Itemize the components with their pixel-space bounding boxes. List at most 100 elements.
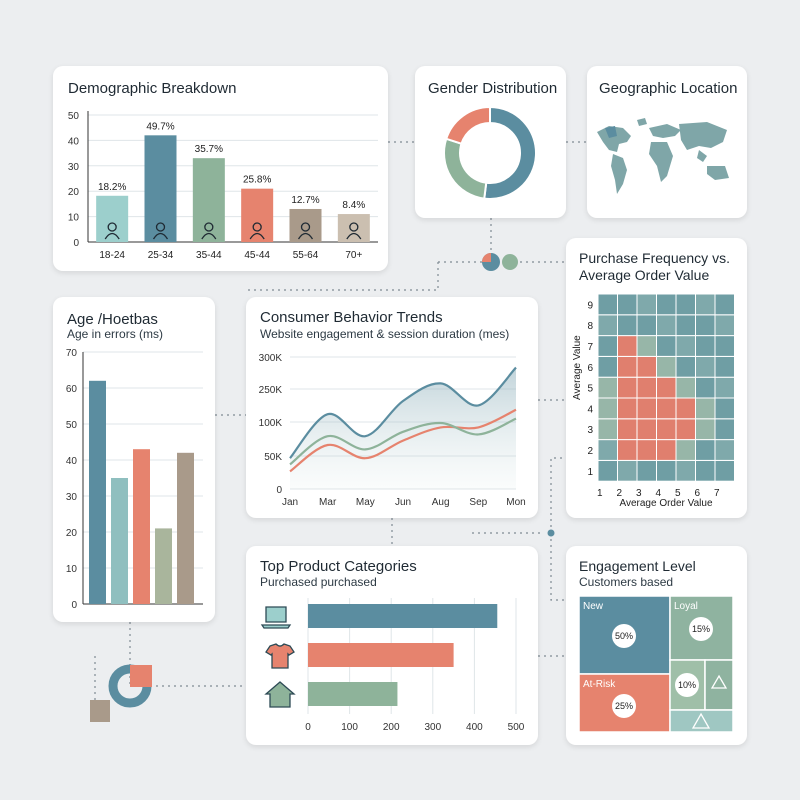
heatmap-cell: [617, 439, 638, 461]
y-tick-label: 1: [587, 467, 593, 478]
y-tick-label: 4: [587, 404, 593, 415]
heatmap-cell: [617, 376, 638, 399]
x-tick-label: Aug: [432, 497, 450, 508]
donut-slice: [483, 105, 538, 200]
heatmap-cell: [714, 335, 735, 357]
demographic-card: Demographic Breakdown 0 10 20 30 40 50 18.2% 18…: [53, 66, 388, 271]
bar: [308, 682, 398, 706]
x-tick-label: 25-34: [148, 250, 174, 261]
heatmap-cell: [636, 314, 657, 337]
x-tick-label: Mar: [319, 497, 337, 508]
segment-value: 15%: [692, 624, 710, 634]
x-axis-label: Average Order Value: [619, 498, 712, 509]
card-subtitle: Age in errors (ms): [67, 327, 164, 341]
heatmap-cell: [714, 314, 735, 337]
data-label: 25.8%: [243, 175, 271, 186]
treemap-block: [704, 659, 734, 711]
x-tick-label: 100: [341, 722, 358, 733]
card-title: Age /Hoetbas: [67, 311, 158, 328]
behavior-card: Consumer Behavior Trends Website engagem…: [246, 297, 538, 518]
heatmap-cell: [675, 376, 696, 399]
x-tick-label: 45-44: [244, 250, 270, 261]
heatmap-cell: [597, 397, 618, 420]
age-card: Age /Hoetbas Age in errors (ms) 0 10 20 30 4…: [53, 297, 215, 622]
series-line: [289, 417, 517, 466]
y-tick-label: 250K: [259, 385, 283, 396]
heatmap-cell: [617, 397, 638, 420]
products-bar-chart: 0 100 200 300 400 500: [260, 598, 525, 733]
data-label: 12.7%: [291, 195, 319, 206]
heatmap-cell: [675, 355, 696, 378]
x-tick-label: 6: [694, 488, 700, 499]
heatmap-cell: [695, 355, 716, 378]
x-tick-label: 3: [636, 488, 642, 499]
behavior-area-chart: 0 50K 100K 250K 300K Jan Mar May Jun Aug Sep Mon: [259, 353, 526, 508]
area-fill: [290, 367, 516, 489]
y-tick-label: 100K: [259, 418, 283, 429]
engagement-treemap: New 50% Loyal 15% At-Risk 25% 10%: [578, 595, 734, 733]
card-title: Consumer Behavior Trends: [260, 309, 443, 326]
bar: [308, 643, 454, 667]
heatmap-cell: [656, 439, 677, 461]
y-tick-label: 50: [66, 420, 78, 431]
heatmap-cell: [656, 335, 677, 357]
heatmap-cell: [714, 418, 735, 441]
y-tick-label: 0: [73, 238, 79, 249]
gender-card: Gender Distribution: [415, 66, 566, 218]
x-tick-label: 0: [305, 722, 311, 733]
x-tick-label: 400: [466, 722, 483, 733]
value-badge: [675, 673, 699, 697]
purchase-card: Purchase Frequency vs. Average Order Val…: [566, 238, 747, 518]
heatmap-cell: [656, 397, 677, 420]
y-tick-label: 20: [68, 187, 80, 198]
heatmap-cell: [675, 397, 696, 420]
heatmap-cell: [695, 335, 716, 357]
heatmap-cell: [636, 439, 657, 461]
heatmap-cell: [656, 355, 677, 378]
segment-label: New: [583, 601, 604, 612]
person-icon: [152, 222, 169, 240]
segment-label: At-Risk: [583, 679, 616, 690]
heatmap-cell: [675, 459, 696, 482]
heatmap-cell: [597, 439, 618, 461]
x-tick-label: Mon: [506, 497, 525, 508]
card-title: Gender Distribution: [428, 80, 558, 97]
geo-card: Geographic Location: [587, 66, 747, 218]
data-label: 49.7%: [146, 121, 174, 132]
alert-icon: [691, 712, 711, 729]
segment-value: 25%: [615, 701, 633, 711]
series-line: [289, 408, 517, 473]
y-axis-label: Average Value: [572, 335, 583, 400]
x-tick-label: Sep: [469, 497, 487, 508]
y-tick-label: 5: [587, 384, 593, 395]
heatmap-cell: [695, 439, 716, 461]
y-tick-label: 3: [587, 425, 593, 436]
heatmap-cell: [617, 355, 638, 378]
heatmap-cell: [656, 459, 677, 482]
heatmap-cell: [636, 397, 657, 420]
heatmap-cell: [675, 314, 696, 337]
bar: [192, 158, 225, 242]
y-tick-label: 20: [66, 528, 78, 539]
heatmap-cell: [675, 335, 696, 357]
card-title-line2: Average Order Value: [579, 267, 710, 283]
heatmap-cell: [695, 397, 716, 420]
x-tick-label: 300: [424, 722, 441, 733]
heatmap-cell: [636, 355, 657, 378]
y-tick-label: 50: [68, 111, 80, 122]
heatmap-cell: [714, 397, 735, 420]
heatmap-cell: [597, 314, 618, 337]
heatmap-cell: [714, 376, 735, 399]
shirt-icon: [265, 643, 295, 669]
x-tick-label: 55-64: [293, 250, 319, 261]
y-tick-label: 6: [587, 363, 593, 374]
x-tick-label: 500: [508, 722, 525, 733]
value-badge: [612, 694, 636, 718]
y-tick-label: 50K: [264, 452, 282, 463]
bar: [133, 449, 150, 604]
y-tick-label: 10: [68, 213, 80, 224]
y-tick-label: 9: [587, 300, 593, 311]
